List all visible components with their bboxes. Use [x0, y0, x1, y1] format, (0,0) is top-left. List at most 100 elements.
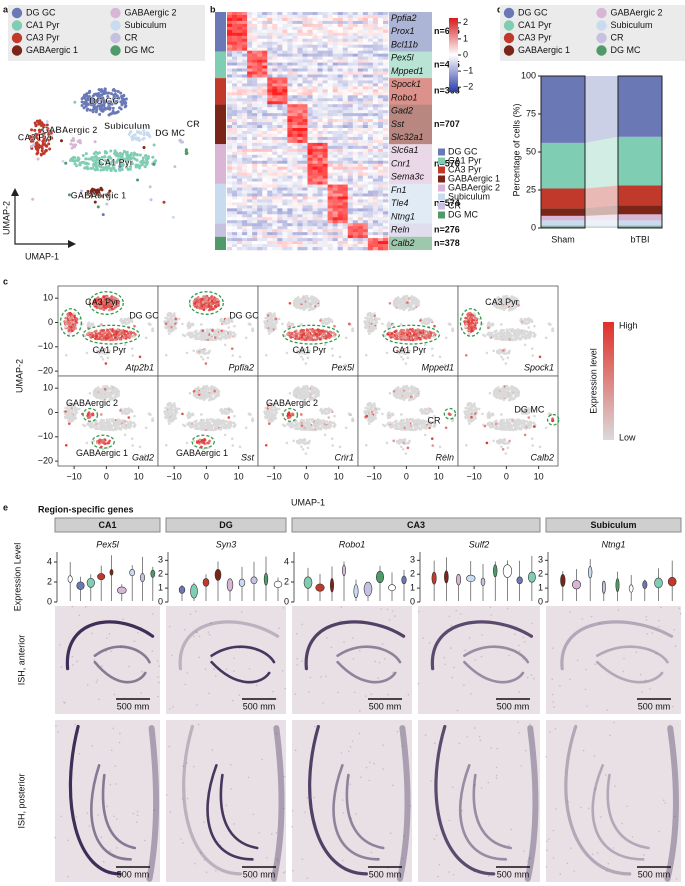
legend-label: CR — [125, 32, 138, 42]
heatmap-cell — [352, 59, 359, 63]
expression-point — [306, 356, 310, 360]
umap-point — [103, 91, 107, 95]
heatmap-cell — [337, 98, 344, 102]
heatmap-cell — [337, 95, 344, 99]
expression-point — [203, 336, 206, 340]
heatmap-cell — [272, 235, 278, 239]
heatmap-cell — [252, 44, 258, 48]
umap-point — [148, 185, 152, 189]
heatmap-cell — [257, 157, 263, 162]
expression-point — [74, 317, 78, 321]
heatmap-cell — [352, 119, 359, 123]
heatmap-cell — [342, 232, 349, 236]
heatmap-cell — [382, 113, 389, 117]
heatmap-cell — [322, 131, 328, 135]
heatmap-cell — [242, 83, 248, 87]
heatmap-cell — [332, 232, 338, 236]
heatmap-cell — [347, 74, 354, 78]
heatmap-cell — [287, 166, 293, 170]
heatmap-cell — [267, 145, 273, 150]
heatmap-cell — [352, 104, 359, 108]
heatmap-cell — [327, 184, 333, 188]
heatmap-cell — [277, 142, 283, 147]
heatmap-cell — [327, 169, 333, 173]
legend-label: GABAergic 1 — [26, 45, 78, 55]
heatmap-cell — [372, 220, 379, 224]
heatmap-cell — [302, 217, 308, 221]
heatmap-cell — [322, 38, 328, 43]
heatmap-cell — [337, 160, 344, 165]
heatmap-cell — [347, 47, 354, 51]
heatmap-cell — [367, 14, 374, 19]
heatmap-cell — [227, 151, 233, 156]
heatmap-cell — [287, 119, 293, 123]
umap-point — [109, 149, 113, 153]
heatmap-cell — [267, 184, 273, 188]
heatmap-cell — [367, 178, 374, 182]
heatmap-cell — [267, 17, 273, 22]
heatmap-cell — [227, 53, 233, 57]
heatmap-cell — [372, 38, 379, 43]
heatmap-cell — [382, 50, 389, 54]
heatmap-cell — [347, 142, 354, 147]
gene-label: Calb2 — [391, 238, 415, 248]
expression-point — [325, 318, 328, 321]
heatmap-cell — [282, 238, 288, 242]
umap-point — [88, 98, 92, 102]
heatmap-cell — [267, 238, 273, 242]
heatmap-cell — [247, 71, 253, 75]
legend-marker — [438, 166, 445, 174]
umap-point — [105, 165, 109, 169]
umap-point — [91, 158, 95, 162]
heatmap-cell — [307, 29, 313, 34]
heatmap-cell — [287, 148, 293, 153]
heatmap-cell — [342, 44, 349, 48]
heatmap-cell — [302, 184, 308, 188]
heatmap-cell — [372, 12, 379, 16]
heatmap-cell — [317, 166, 323, 170]
heatmap-cell — [377, 12, 384, 16]
heatmap-cell — [327, 160, 333, 165]
heatmap-cell — [262, 223, 268, 227]
umap-point — [94, 158, 98, 162]
umap-point — [73, 162, 77, 166]
heatmap-cell — [332, 238, 338, 242]
heatmap-cell — [347, 41, 354, 46]
heatmap-cell — [252, 68, 258, 72]
heatmap-cell — [252, 53, 258, 57]
heatmap-cell — [307, 223, 313, 227]
heatmap-cell — [282, 241, 288, 245]
heatmap-cell — [292, 128, 298, 132]
heatmap-cell — [312, 145, 318, 150]
umap-point — [61, 159, 65, 163]
heatmap-cell — [382, 125, 389, 129]
umap-point — [36, 157, 40, 161]
heatmap-cell — [292, 98, 298, 102]
heatmap-cell — [292, 235, 298, 239]
heatmap-cell — [382, 92, 389, 96]
cluster-label: Subiculum — [104, 121, 150, 131]
heatmap-cell — [267, 14, 273, 19]
heatmap-cell — [292, 136, 298, 141]
heatmap-cell — [287, 181, 293, 185]
heatmap-cell — [257, 223, 263, 227]
heatmap-cell — [242, 238, 248, 242]
heatmap-cell — [302, 238, 308, 242]
heatmap-cell — [272, 181, 278, 185]
panel-label: c — [3, 276, 8, 286]
heatmap-cell — [337, 56, 344, 60]
heatmap-cell — [317, 68, 323, 72]
heatmap-cell — [337, 59, 344, 63]
heatmap-cell — [277, 214, 283, 218]
heatmap-cell — [237, 199, 243, 203]
heatmap-cell — [347, 217, 354, 221]
expression-point — [200, 323, 203, 326]
heatmap-cell — [297, 232, 303, 236]
heatmap-cell — [382, 190, 389, 194]
heatmap-cell — [277, 154, 283, 159]
heatmap-cell — [357, 32, 364, 37]
heatmap-cell — [302, 163, 308, 167]
heatmap-cell — [267, 223, 273, 227]
heatmap-cell — [277, 26, 283, 31]
heatmap-cell — [317, 29, 323, 34]
